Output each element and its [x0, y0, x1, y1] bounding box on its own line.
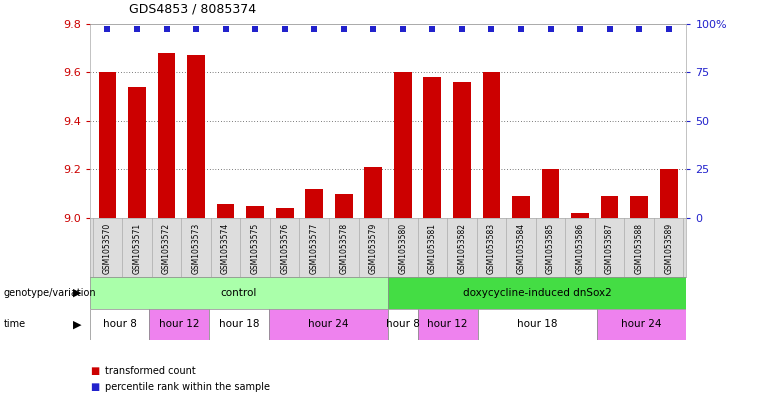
Text: control: control [221, 288, 257, 298]
Bar [512, 196, 530, 218]
Text: GSM1053584: GSM1053584 [516, 223, 526, 274]
Text: GSM1053574: GSM1053574 [221, 223, 230, 274]
Text: GSM1053581: GSM1053581 [428, 223, 437, 274]
Text: percentile rank within the sample: percentile rank within the sample [105, 382, 271, 392]
Text: GSM1053589: GSM1053589 [665, 223, 673, 274]
Bar [477, 309, 597, 340]
Bar [276, 208, 293, 218]
Bar [660, 169, 678, 218]
Bar [424, 77, 441, 218]
Bar [158, 53, 176, 218]
Bar [98, 72, 116, 218]
Text: GSM1053588: GSM1053588 [635, 223, 644, 274]
Text: GSM1053572: GSM1053572 [162, 223, 171, 274]
Text: GSM1053586: GSM1053586 [576, 223, 584, 274]
Text: hour 18: hour 18 [218, 319, 259, 329]
Text: GSM1053583: GSM1053583 [487, 223, 496, 274]
Text: GSM1053575: GSM1053575 [250, 223, 260, 274]
Text: time: time [4, 319, 26, 329]
Bar [601, 196, 619, 218]
Bar [394, 72, 412, 218]
Text: GSM1053578: GSM1053578 [339, 223, 348, 274]
Bar [150, 309, 209, 340]
Bar [597, 309, 686, 340]
Text: hour 12: hour 12 [159, 319, 200, 329]
Bar [483, 72, 500, 218]
Bar [388, 309, 418, 340]
Text: ▶: ▶ [73, 288, 82, 298]
Text: hour 24: hour 24 [622, 319, 662, 329]
Bar [305, 189, 323, 218]
Text: hour 18: hour 18 [517, 319, 558, 329]
Bar [90, 277, 388, 309]
Bar [187, 55, 205, 218]
Bar [335, 194, 353, 218]
Text: GSM1053579: GSM1053579 [369, 223, 378, 274]
Bar [268, 309, 388, 340]
Text: genotype/variation: genotype/variation [4, 288, 97, 298]
Text: GSM1053587: GSM1053587 [605, 223, 614, 274]
Bar [630, 196, 648, 218]
Text: doxycycline-induced dnSox2: doxycycline-induced dnSox2 [463, 288, 612, 298]
Bar [418, 309, 477, 340]
Text: GSM1053577: GSM1053577 [310, 223, 319, 274]
Bar [453, 82, 471, 218]
Text: GSM1053580: GSM1053580 [399, 223, 407, 274]
Bar [217, 204, 235, 218]
Text: GSM1053582: GSM1053582 [457, 223, 466, 274]
Bar [246, 206, 264, 218]
Text: hour 12: hour 12 [427, 319, 468, 329]
Bar [90, 309, 150, 340]
Text: hour 8: hour 8 [386, 319, 420, 329]
Text: GSM1053576: GSM1053576 [280, 223, 289, 274]
Text: ■: ■ [90, 382, 99, 392]
Bar [571, 213, 589, 218]
Text: GSM1053573: GSM1053573 [192, 223, 200, 274]
Bar [364, 167, 382, 218]
Text: ■: ■ [90, 366, 99, 376]
Text: GDS4853 / 8085374: GDS4853 / 8085374 [129, 3, 256, 16]
Bar [209, 309, 268, 340]
Bar [128, 87, 146, 218]
Bar [388, 277, 686, 309]
Text: hour 24: hour 24 [308, 319, 349, 329]
Text: ▶: ▶ [73, 319, 82, 329]
Text: GSM1053585: GSM1053585 [546, 223, 555, 274]
Text: GSM1053570: GSM1053570 [103, 223, 112, 274]
Text: GSM1053571: GSM1053571 [133, 223, 141, 274]
Bar [541, 169, 559, 218]
Text: transformed count: transformed count [105, 366, 196, 376]
Text: hour 8: hour 8 [103, 319, 136, 329]
